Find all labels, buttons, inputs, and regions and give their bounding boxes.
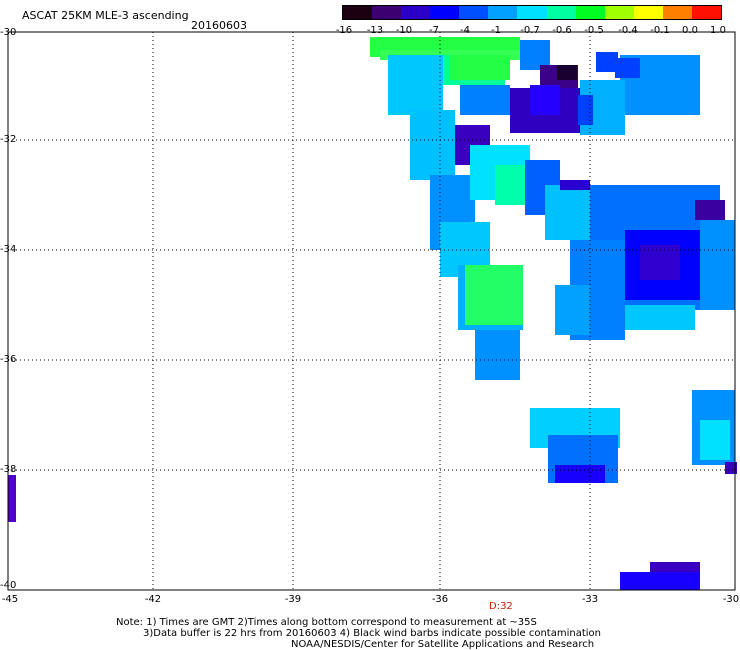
- wind-data-swaths: [8, 37, 737, 590]
- longitude-label: -30: [722, 594, 740, 605]
- data-cell: [560, 180, 590, 190]
- latitude-label: -32: [0, 134, 17, 145]
- latitude-label: -36: [0, 354, 17, 365]
- color-scale-segment: [575, 6, 605, 19]
- color-scale-segment: [488, 6, 518, 19]
- data-cell: [475, 330, 520, 380]
- longitude-label: -36: [431, 594, 449, 605]
- color-scale-label: 1.0: [710, 25, 726, 36]
- color-scale-segment: [343, 6, 373, 19]
- color-scale-bar: [342, 5, 722, 20]
- latitude-label: -30: [0, 27, 17, 38]
- credit-line: NOAA/NESDIS/Center for Satellite Applica…: [291, 639, 595, 650]
- color-scale-segment: [430, 6, 460, 19]
- data-cell: [8, 475, 16, 522]
- color-scale-label: -0.4: [618, 25, 638, 36]
- color-scale-label: -0.5: [584, 25, 604, 36]
- data-cell: [596, 52, 618, 72]
- data-cell: [725, 462, 737, 474]
- data-cell: [620, 572, 700, 590]
- longitude-label: -39: [284, 594, 302, 605]
- color-scale-label: 0.0: [682, 25, 698, 36]
- data-cell: [615, 58, 640, 78]
- color-scale-segment: [401, 6, 431, 19]
- color-scale-label: -4: [460, 25, 470, 36]
- data-cell: [545, 185, 595, 240]
- data-cell: [625, 305, 695, 330]
- data-cell: [410, 110, 455, 180]
- latitude-label: -38: [0, 464, 17, 475]
- color-scale-segment: [372, 6, 402, 19]
- latitude-label: -40: [0, 580, 17, 591]
- data-cell: [700, 220, 735, 310]
- data-cell: [555, 465, 605, 483]
- data-cell: [650, 562, 700, 574]
- data-cell: [388, 55, 443, 115]
- measurement-time-label: D:32: [489, 601, 513, 612]
- longitude-label: -42: [144, 594, 162, 605]
- color-scale-labels: -16 -13 -10 -7 -4 -1 -0.7 -0.6 -0.5 -0.4…: [336, 25, 732, 39]
- color-scale-label: -1: [491, 25, 501, 36]
- map-gridlines: [8, 32, 735, 590]
- data-cell: [700, 420, 730, 460]
- color-scale-segment: [633, 6, 663, 19]
- color-scale-segment: [691, 6, 722, 19]
- image-title: ASCAT 25KM MLE-3 ascending: [22, 9, 189, 22]
- color-scale-label: -13: [366, 25, 384, 36]
- color-scale-label: -0.6: [552, 25, 572, 36]
- color-scale-label: -0.7: [520, 25, 540, 36]
- color-scale-label: -7: [429, 25, 439, 36]
- color-scale-label: -10: [395, 25, 413, 36]
- longitude-label: -33: [581, 594, 599, 605]
- image-date: 20160603: [191, 19, 247, 32]
- data-cell: [530, 85, 560, 115]
- data-cell: [465, 265, 523, 325]
- data-cell: [450, 55, 510, 80]
- data-cell: [640, 245, 680, 280]
- map-frame: [7, 31, 736, 591]
- latitude-label: -34: [0, 244, 17, 255]
- footnote-line-1: Note: 1) Times are GMT 2)Times along bot…: [116, 617, 537, 628]
- color-scale-label: -16: [335, 25, 353, 36]
- color-scale-segment: [459, 6, 489, 19]
- data-cell: [695, 200, 725, 220]
- data-cell: [557, 65, 577, 80]
- color-scale-segment: [546, 6, 576, 19]
- color-scale-segment: [517, 6, 547, 19]
- color-scale-segment: [662, 6, 692, 19]
- data-cell: [460, 85, 510, 115]
- wind-map-plot: [7, 31, 737, 591]
- data-cell: [578, 95, 593, 125]
- footnote-line-2: 3)Data buffer is 22 hrs from 20160603 4)…: [143, 628, 601, 639]
- data-cell: [495, 165, 525, 205]
- color-scale-label: -0.1: [650, 25, 670, 36]
- longitude-label: -45: [1, 594, 19, 605]
- color-scale-segment: [604, 6, 634, 19]
- data-cell: [555, 285, 590, 335]
